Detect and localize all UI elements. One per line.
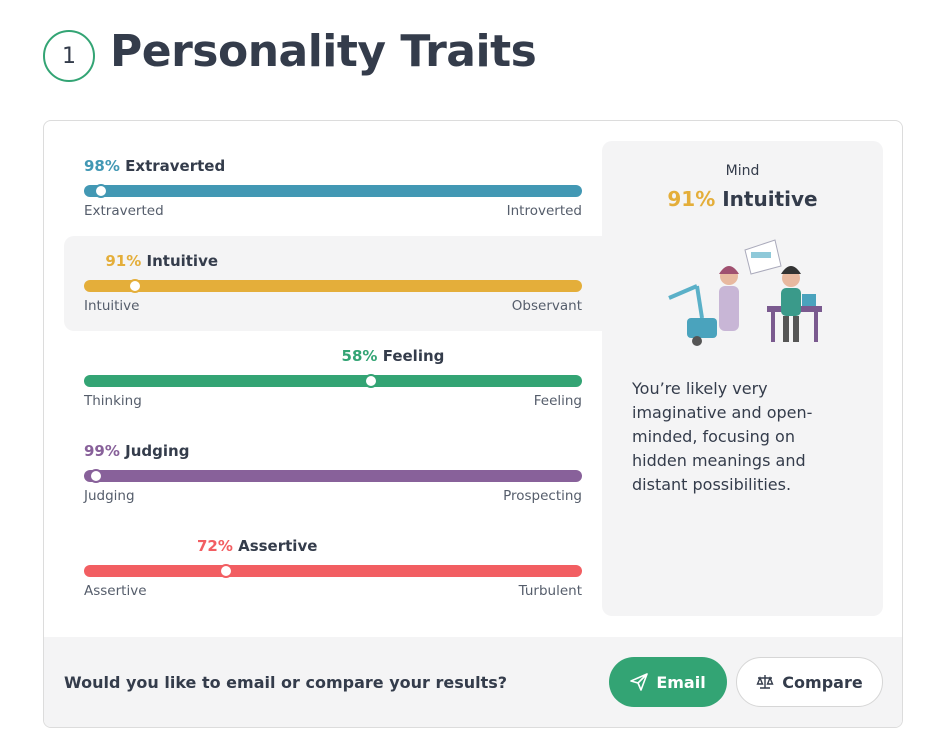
footer-question: Would you like to email or compare your … <box>64 673 508 692</box>
step-badge: 1 <box>43 30 95 82</box>
trait-percent: 99% <box>84 442 120 460</box>
page-title: Personality Traits <box>110 26 537 77</box>
trait-bar <box>84 565 582 577</box>
pole-left: Judging <box>84 488 135 504</box>
email-label: Email <box>656 672 706 692</box>
trait-label: 58% Feeling <box>342 347 445 365</box>
trait-label: 99% Judging <box>84 442 189 460</box>
pole-left: Assertive <box>84 583 147 599</box>
trait-percent: 91% <box>105 252 142 270</box>
trait-name: Assertive <box>238 537 318 555</box>
pole-right: Observant <box>511 298 582 314</box>
trait-name: Feeling <box>382 347 445 365</box>
panel-result: 91% Intuitive <box>602 187 883 211</box>
panel-description: You’re likely very imaginative and open-… <box>632 379 813 494</box>
email-button[interactable]: Email <box>609 657 727 707</box>
panel-heading: Mind <box>725 163 760 179</box>
panel-trait: Intuitive <box>722 187 818 211</box>
send-icon <box>630 673 649 691</box>
trait-label: 98% Extraverted <box>84 157 225 175</box>
pole-right: Turbulent <box>518 583 582 599</box>
trait-percent: 72% <box>196 537 233 555</box>
trait-bar <box>84 470 582 482</box>
trait-bar <box>84 280 582 292</box>
detail-panel: Mind 91% Intuitive You’re likely very <box>602 141 883 616</box>
results-card: Mind 91% Intuitive You’re likely very <box>43 120 903 728</box>
pole-right: Feeling <box>533 393 582 409</box>
trait-percent: 98% <box>84 157 120 175</box>
pole-left: Intuitive <box>84 298 140 314</box>
trait-knob <box>127 278 142 293</box>
compare-label: Compare <box>782 672 863 692</box>
panel-percent: 91% <box>667 187 716 211</box>
illustration <box>668 239 822 346</box>
footer: Would you like to email or compare your … <box>44 637 902 727</box>
trait-bar <box>84 375 582 387</box>
compare-button[interactable]: Compare <box>736 657 883 707</box>
trait-label: 91% Intuitive <box>105 252 218 270</box>
trait-knob <box>94 183 109 198</box>
trait-knob <box>219 563 234 578</box>
pole-right: Prospecting <box>503 488 582 504</box>
trait-name: Judging <box>125 442 190 460</box>
trait-knob <box>364 373 379 388</box>
trait-bar <box>84 185 582 197</box>
trait-name: Intuitive <box>146 252 219 270</box>
pole-left: Extraverted <box>84 203 164 219</box>
trait-percent: 58% <box>341 347 378 365</box>
scale-icon <box>756 675 774 689</box>
trait-name: Extraverted <box>125 157 226 175</box>
pole-left: Thinking <box>84 393 142 409</box>
pole-right: Introverted <box>506 203 582 219</box>
trait-label: 72% Assertive <box>197 537 317 555</box>
trait-knob <box>89 468 104 483</box>
